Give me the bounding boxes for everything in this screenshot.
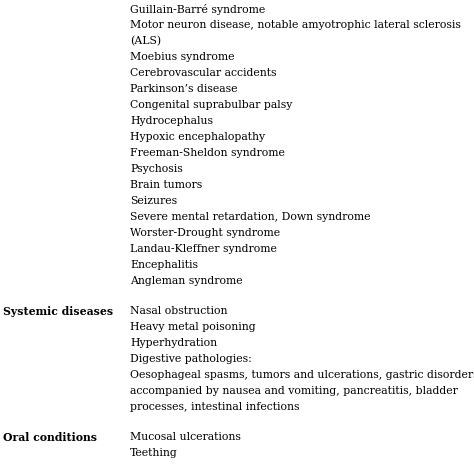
Text: Mucosal ulcerations: Mucosal ulcerations: [130, 432, 241, 442]
Text: Teething: Teething: [130, 448, 178, 458]
Text: Guillain-Barré syndrome: Guillain-Barré syndrome: [130, 4, 265, 15]
Text: processes, intestinal infections: processes, intestinal infections: [130, 402, 300, 412]
Text: Nasal obstruction: Nasal obstruction: [130, 306, 228, 316]
Text: Hydrocephalus: Hydrocephalus: [130, 116, 213, 126]
Text: Oral conditions: Oral conditions: [3, 432, 97, 443]
Text: Landau-Kleffner syndrome: Landau-Kleffner syndrome: [130, 244, 277, 254]
Text: (ALS): (ALS): [130, 36, 161, 46]
Text: Psychosis: Psychosis: [130, 164, 183, 174]
Text: Severe mental retardation, Down syndrome: Severe mental retardation, Down syndrome: [130, 212, 371, 222]
Text: Seizures: Seizures: [130, 196, 177, 206]
Text: Encephalitis: Encephalitis: [130, 260, 198, 270]
Text: Congenital suprabulbar palsy: Congenital suprabulbar palsy: [130, 100, 292, 110]
Text: Parkinson’s disease: Parkinson’s disease: [130, 84, 237, 94]
Text: accompanied by nausea and vomiting, pancreatitis, bladder: accompanied by nausea and vomiting, panc…: [130, 386, 458, 396]
Text: Motor neuron disease, notable amyotrophic lateral sclerosis: Motor neuron disease, notable amyotrophi…: [130, 20, 461, 30]
Text: Hypoxic encephalopathy: Hypoxic encephalopathy: [130, 132, 265, 142]
Text: Heavy metal poisoning: Heavy metal poisoning: [130, 322, 255, 332]
Text: Moebius syndrome: Moebius syndrome: [130, 52, 235, 62]
Text: Systemic diseases: Systemic diseases: [3, 306, 113, 317]
Text: Hyperhydration: Hyperhydration: [130, 338, 217, 348]
Text: Cerebrovascular accidents: Cerebrovascular accidents: [130, 68, 276, 78]
Text: Brain tumors: Brain tumors: [130, 180, 202, 190]
Text: Oesophageal spasms, tumors and ulcerations, gastric disorders: Oesophageal spasms, tumors and ulceratio…: [130, 370, 474, 380]
Text: Angleman syndrome: Angleman syndrome: [130, 276, 243, 286]
Text: Digestive pathologies:: Digestive pathologies:: [130, 354, 252, 364]
Text: Freeman-Sheldon syndrome: Freeman-Sheldon syndrome: [130, 148, 285, 158]
Text: Worster-Drought syndrome: Worster-Drought syndrome: [130, 228, 280, 238]
